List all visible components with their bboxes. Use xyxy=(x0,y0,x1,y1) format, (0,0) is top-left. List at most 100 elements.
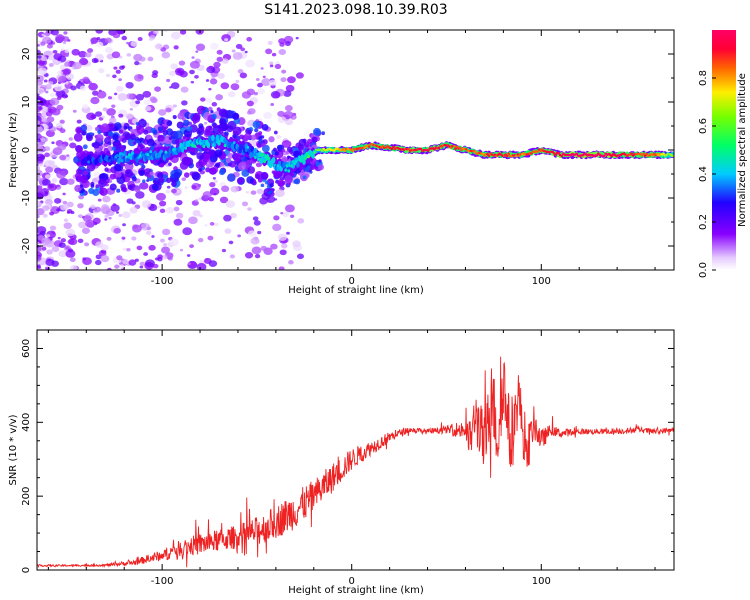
spectrogram-cloud-blob xyxy=(142,179,146,183)
spectrogram-ridge-cell xyxy=(206,141,211,149)
spectrogram-noise-blob xyxy=(175,199,183,206)
spectrogram-noise-blob xyxy=(143,99,151,105)
spectrogram-noise-blob xyxy=(162,228,171,236)
spectrogram-noise-blob xyxy=(284,204,295,213)
spectrogram-cloud-blob xyxy=(264,172,268,177)
spectrogram-cloud-blob xyxy=(98,178,107,188)
spectrogram-cloud-blob xyxy=(120,145,126,151)
spectrogram-noise-blob xyxy=(253,220,261,226)
spectrogram-noise-blob xyxy=(68,238,78,246)
spectrogram-noise-blob xyxy=(166,185,171,189)
spectrogram-noise-blob xyxy=(154,86,162,92)
spectrogram-noise-blob xyxy=(37,145,44,153)
spectrogram-ridge-cell xyxy=(164,150,168,154)
spectrogram-noise-blob xyxy=(281,243,288,249)
spectrogram-noise-blob xyxy=(229,212,237,219)
spectrogram-cloud-blob xyxy=(82,170,89,176)
spectrogram-noise-blob xyxy=(163,243,168,247)
spectrogram-cloud-blob xyxy=(138,169,145,177)
spectrogram-ridge-cell xyxy=(149,150,153,154)
spectrogram-ridge-cell xyxy=(258,158,262,162)
snr-y-ticks: 0 200 400 600 xyxy=(21,329,674,573)
spectrogram-ridge-cell xyxy=(121,157,126,164)
spectrogram-noise-blob xyxy=(60,168,64,172)
spectrogram-cloud-blob xyxy=(269,190,273,194)
spectrogram-cloud-blob xyxy=(163,119,168,124)
spectrogram-noise-blob xyxy=(126,41,130,45)
spectrogram-noise-blob xyxy=(136,245,143,251)
spectrogram-noise-blob xyxy=(277,110,285,117)
spectrogram-x-tick-label: 100 xyxy=(532,276,551,287)
spectrogram-noise-blob xyxy=(179,70,188,78)
spectrogram-cloud-blob xyxy=(186,125,192,132)
spectrogram-noise-blob xyxy=(55,122,63,129)
spectrogram-noise-blob xyxy=(51,178,58,183)
spectrogram-noise-blob xyxy=(91,57,99,64)
spectrogram-noise-blob xyxy=(78,221,87,229)
spectrogram-ridge-cell xyxy=(103,157,107,161)
spectrogram-noise-blob xyxy=(241,201,249,207)
spectrogram-noise-blob xyxy=(95,111,103,117)
spectrogram-cloud-blob xyxy=(225,158,231,164)
spectrogram-noise-blob xyxy=(159,200,167,207)
spectrogram-ridge-cell xyxy=(487,154,491,158)
spectrogram-x-tick-label: 0 xyxy=(349,276,355,287)
spectrogram-noise-blob xyxy=(78,57,89,66)
spectrogram-cloud-blob xyxy=(268,136,275,143)
spectrogram-noise-blob xyxy=(277,116,287,124)
spectrogram-cloud-blob xyxy=(208,149,216,157)
spectrogram-noise-blob xyxy=(204,223,208,227)
spectrogram-ridge-cell xyxy=(407,148,410,151)
spectrogram-cloud-blob xyxy=(207,106,213,112)
spectrogram-cloud-blob xyxy=(179,161,189,170)
spectrogram-noise-blob xyxy=(135,100,141,105)
spectrogram-noise-blob xyxy=(37,256,42,261)
spectrogram-noise-blob xyxy=(286,231,290,235)
spectrogram-noise-blob xyxy=(209,222,215,226)
spectrogram-noise-blob xyxy=(288,260,294,265)
spectrogram-ridge-cell xyxy=(276,164,280,168)
spectrogram-noise-blob xyxy=(58,242,66,249)
spectrogram-cloud-blob xyxy=(157,134,165,142)
spectrogram-cloud-blob xyxy=(205,125,213,134)
spectrogram-noise-blob xyxy=(213,61,221,68)
spectrogram-noise-blob xyxy=(56,170,67,179)
spectrogram-noise-blob xyxy=(105,73,110,78)
spectrogram-cloud-blob xyxy=(258,131,263,135)
spectrogram-noise-blob xyxy=(118,213,123,217)
spectrogram-noise-blob xyxy=(240,47,246,52)
spectrogram-ridge-cell xyxy=(184,146,188,150)
spectrogram-noise-blob xyxy=(50,30,59,36)
spectrogram-noise-blob xyxy=(139,56,146,62)
spectrogram-cloud-blob xyxy=(214,149,223,158)
spectrogram-noise-blob xyxy=(44,152,50,158)
spectrogram-ridge-cell xyxy=(294,159,298,163)
spectrogram-noise-blob xyxy=(282,211,289,217)
spectrogram-noise-blob xyxy=(104,37,112,44)
spectrogram-noise-blob xyxy=(212,177,216,180)
spectrogram-ridge-cell xyxy=(464,147,468,151)
spectrogram-noise-blob xyxy=(251,246,262,255)
spectrogram-noise-blob xyxy=(184,186,188,189)
snr-x-tick-label: -100 xyxy=(151,576,174,587)
spectrogram-noise-blob xyxy=(276,135,282,140)
spectrogram-noise-blob xyxy=(51,245,60,253)
spectrogram-ridge-cell xyxy=(575,152,579,156)
snr-series-line xyxy=(37,356,674,569)
spectrogram-noise-blob xyxy=(111,104,116,108)
spectrogram-ridge-cell xyxy=(181,149,185,153)
spectrogram-noise-blob xyxy=(121,236,126,240)
spectrogram-noise-blob xyxy=(41,33,45,37)
spectrogram-noise-blob xyxy=(189,69,195,75)
spectrogram-noise-blob xyxy=(215,94,223,101)
spectrogram-cloud-blob xyxy=(104,167,109,172)
spectrogram-noise-blob xyxy=(38,163,43,167)
spectrogram-noise-blob xyxy=(70,264,78,270)
spectrogram-ridge-cell xyxy=(302,159,306,163)
spectrogram-noise-blob xyxy=(157,44,163,49)
spectrogram-ridge-cell xyxy=(514,154,518,158)
spectrogram-noise-blob xyxy=(277,233,288,241)
spectrogram-noise-blob xyxy=(205,97,213,104)
